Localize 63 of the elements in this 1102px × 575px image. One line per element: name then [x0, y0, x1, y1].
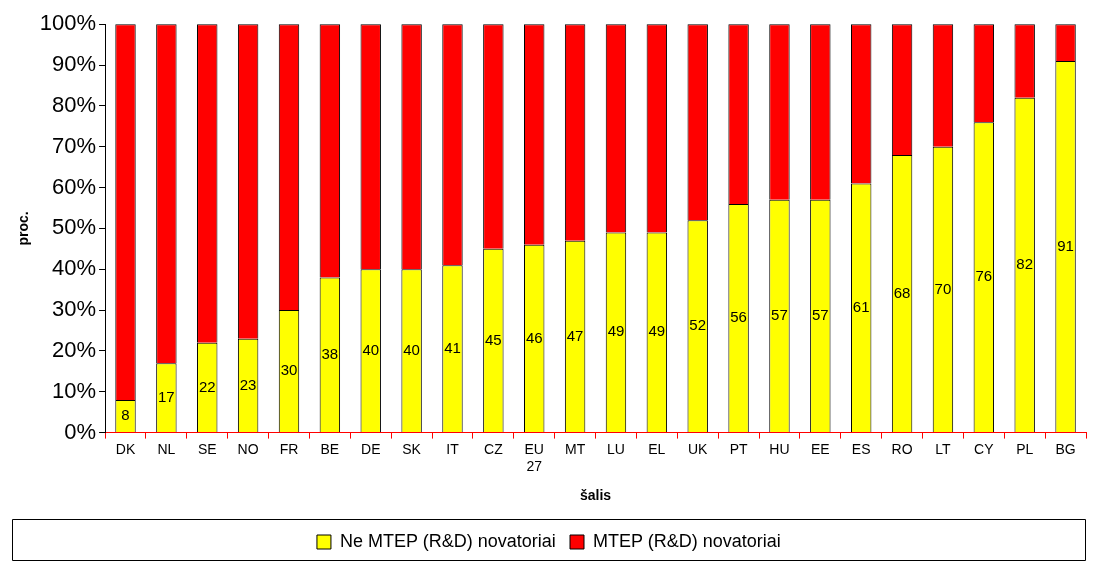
x-axis-title: šalis	[579, 487, 612, 504]
x-tick-label: DK	[115, 440, 136, 457]
data-label: 22	[198, 377, 216, 395]
y-tick-label: 0%	[64, 418, 97, 444]
y-tick-label: 20%	[52, 336, 97, 362]
x-tick-label: HU	[769, 440, 790, 457]
data-label: 91	[1057, 236, 1074, 254]
x-tick-label: EL	[648, 440, 666, 457]
x-tick-label: CY	[974, 440, 995, 457]
y-tick-label: 90%	[52, 51, 97, 77]
data-label: 41	[444, 338, 461, 356]
y-tick-label: 40%	[52, 255, 97, 281]
x-tick-label: SE	[197, 440, 217, 457]
y-tick-label: 50%	[52, 214, 97, 240]
x-tick-label: DE	[361, 440, 381, 457]
data-label: 38	[321, 344, 339, 362]
data-label: 40	[362, 340, 380, 358]
y-tick-label: 10%	[52, 377, 97, 403]
data-label: 17	[158, 387, 175, 405]
x-tick-label: BE	[320, 440, 340, 457]
x-tick-label: ES	[851, 440, 871, 457]
x-tick-label: FR	[279, 440, 299, 457]
x-tick-label: UK	[687, 440, 709, 457]
data-label: 52	[689, 316, 707, 334]
y-tick-label: 70%	[52, 132, 97, 158]
x-tick-label: LU	[607, 440, 625, 457]
y-tick-label: 100%	[39, 10, 97, 36]
data-label: 45	[485, 330, 502, 348]
data-label: 70	[934, 279, 952, 297]
data-label: 82	[1016, 255, 1034, 273]
x-tick-label: LT	[935, 440, 952, 457]
x-tick-label: IT	[446, 440, 460, 457]
x-tick-label: NL	[157, 440, 176, 457]
y-tick-label: 60%	[52, 173, 97, 199]
x-tick-label: EU 27	[524, 440, 544, 474]
data-label: 61	[852, 297, 870, 315]
y-axis-title: proc.	[15, 211, 32, 246]
data-label: 46	[525, 328, 543, 346]
x-tick-label: BG	[1055, 440, 1076, 457]
data-label: 57	[771, 306, 788, 324]
data-label: 76	[975, 267, 993, 285]
data-label: 56	[730, 308, 747, 326]
data-label: 68	[893, 283, 911, 301]
x-tick-label: SK	[402, 440, 422, 457]
y-tick-label: 30%	[52, 296, 97, 322]
data-label: 8	[121, 406, 130, 424]
x-tick-label: RO	[891, 440, 913, 457]
x-tick-label: PL	[1016, 440, 1034, 457]
data-label: 47	[566, 326, 584, 344]
data-label: 23	[239, 375, 257, 393]
data-label: 30	[280, 361, 298, 379]
x-tick-label: NO	[237, 440, 259, 457]
data-label: 40	[403, 340, 420, 358]
data-label: 49	[648, 322, 666, 340]
x-tick-label: EE	[810, 440, 830, 457]
legend-label: Ne MTEP (R&D) novatoriai	[339, 530, 556, 551]
x-tick-label: CZ	[484, 440, 504, 457]
data-label: 49	[607, 322, 625, 340]
x-tick-label: PT	[729, 440, 748, 457]
x-tick-label: MT	[564, 440, 586, 457]
legend-label: MTEP (R&D) novatoriai	[593, 530, 781, 551]
data-label: 57	[811, 306, 829, 324]
y-tick-label: 80%	[52, 91, 97, 117]
